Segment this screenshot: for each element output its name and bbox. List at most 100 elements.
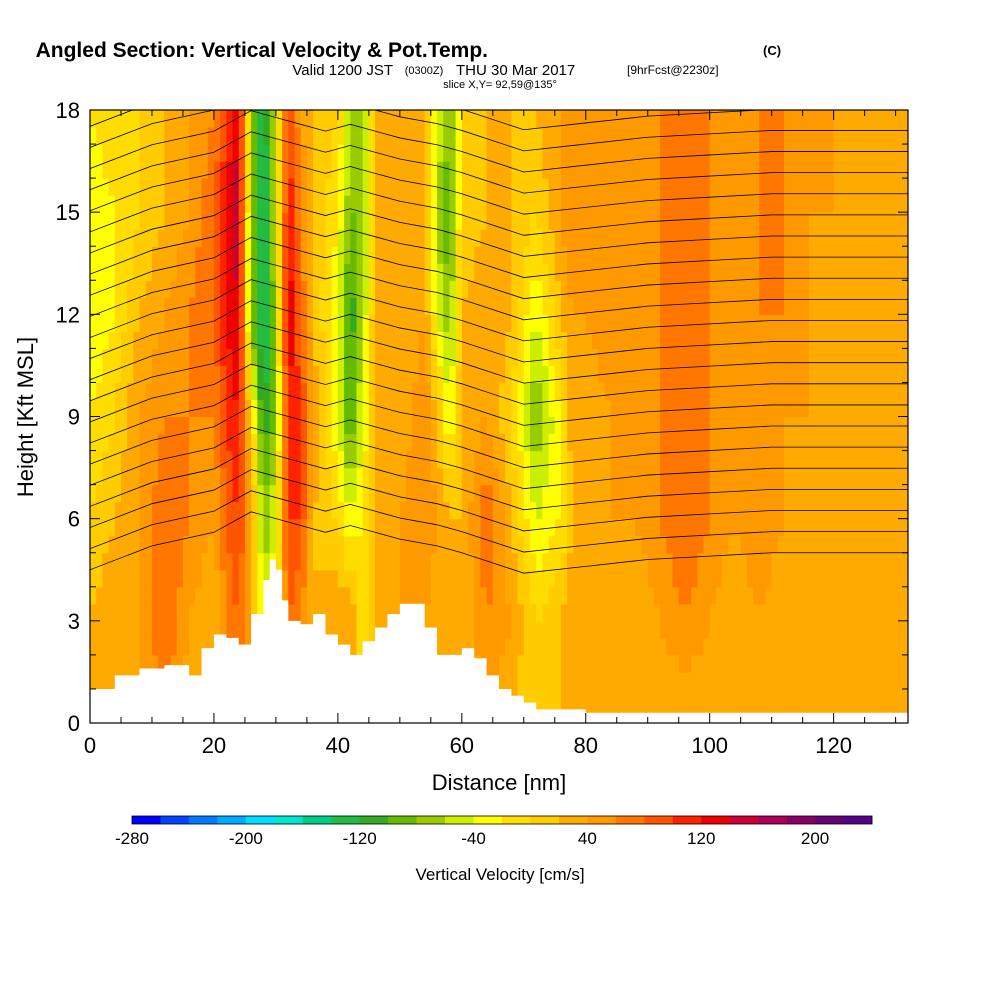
heatmap-cell: [145, 399, 153, 418]
heatmap-cell: [715, 484, 723, 503]
heatmap-cell: [170, 263, 178, 281]
heatmap-cell: [560, 654, 568, 673]
heatmap-cell: [660, 603, 667, 622]
heatmap-cell: [684, 195, 692, 213]
heatmap-cell: [697, 501, 705, 520]
heatmap-cell: [666, 331, 674, 349]
heatmap-cell: [573, 314, 581, 332]
heatmap-cell: [139, 161, 147, 179]
heatmap-cell: [666, 586, 674, 605]
heatmap-cell: [598, 484, 605, 503]
heatmap-cell: [864, 637, 872, 656]
heatmap-cell: [610, 535, 618, 554]
heatmap-cell: [858, 586, 866, 605]
heatmap-cell: [337, 229, 345, 247]
heatmap-cell: [684, 263, 692, 281]
heatmap-cell: [629, 161, 636, 179]
heatmap-cell: [344, 127, 351, 145]
x-axis-label: Distance [nm]: [432, 770, 567, 795]
heatmap-cell: [895, 144, 903, 162]
heatmap-cell: [492, 586, 500, 605]
heatmap-cell: [313, 569, 320, 588]
heatmap-cell: [542, 433, 550, 452]
heatmap-cell: [734, 620, 742, 639]
heatmap-cell: [294, 569, 302, 588]
heatmap-cell: [808, 518, 816, 537]
heatmap-cell: [715, 654, 723, 673]
heatmap-cell: [877, 365, 884, 384]
heatmap-cell: [790, 144, 798, 162]
heatmap-cell: [573, 433, 581, 452]
heatmap-cell: [653, 297, 661, 315]
heatmap-cell: [765, 127, 773, 145]
heatmap-cell: [771, 535, 779, 554]
heatmap-cell: [753, 671, 760, 690]
heatmap-cell: [170, 484, 178, 503]
heatmap-cell: [877, 518, 884, 537]
heatmap-cell: [777, 518, 785, 537]
heatmap-cell: [827, 620, 835, 639]
heatmap-cell: [653, 348, 661, 367]
heatmap-cell: [499, 671, 506, 690]
heatmap-cell: [523, 178, 531, 196]
heatmap-cell: [375, 195, 382, 213]
heatmap-cell: [151, 348, 159, 367]
heatmap-cell: [616, 144, 624, 162]
heatmap-cell: [96, 212, 103, 230]
heatmap-cell: [468, 348, 475, 367]
heatmap-cell: [901, 416, 908, 435]
heatmap-cell: [430, 535, 438, 554]
heatmap-cell: [430, 280, 438, 298]
heatmap-cell: [195, 535, 203, 554]
heatmap-cell: [598, 178, 605, 196]
heatmap-cell: [468, 212, 475, 230]
heatmap-cell: [319, 365, 327, 384]
heatmap-cell: [703, 246, 711, 264]
heatmap-cell: [449, 603, 457, 622]
heatmap-cell: [635, 688, 643, 707]
heatmap-cell: [660, 688, 667, 707]
heatmap-cell: [511, 569, 519, 588]
heatmap-cell: [375, 416, 382, 435]
heatmap-cell: [536, 484, 543, 503]
heatmap-cell: [269, 467, 277, 486]
heatmap-cell: [759, 637, 767, 656]
heatmap-cell: [170, 654, 178, 673]
heatmap-cell: [505, 484, 512, 503]
heatmap-cell: [740, 297, 748, 315]
heatmap-cell: [108, 450, 116, 469]
heatmap-cell: [108, 331, 116, 349]
heatmap-cell: [90, 161, 97, 179]
heatmap-cell: [449, 450, 457, 469]
heatmap-cell: [244, 433, 252, 452]
heatmap-cell: [591, 144, 599, 162]
heatmap-cell: [158, 263, 165, 281]
heatmap-cell: [90, 178, 97, 196]
heatmap-cell: [232, 144, 240, 162]
heatmap-cell: [350, 246, 358, 264]
heatmap-cell: [151, 450, 159, 469]
heatmap-cell: [610, 144, 618, 162]
heatmap-cell: [424, 331, 432, 349]
heatmap-cell: [424, 450, 432, 469]
heatmap-cell: [635, 195, 643, 213]
heatmap-cell: [182, 603, 190, 622]
heatmap-cell: [734, 348, 742, 367]
heatmap-cell: [846, 297, 853, 315]
heatmap-cell: [877, 331, 884, 349]
heatmap-cell: [499, 654, 506, 673]
heatmap-cell: [164, 637, 172, 656]
heatmap-cell: [548, 688, 556, 707]
heatmap-cell: [585, 637, 593, 656]
heatmap-cell: [715, 552, 723, 571]
heatmap-cell: [808, 161, 816, 179]
heatmap-cell: [629, 688, 636, 707]
heatmap-cell: [771, 331, 779, 349]
heatmap-cell: [901, 450, 908, 469]
heatmap-cell: [170, 127, 178, 145]
heatmap-cell: [96, 144, 103, 162]
heatmap-cell: [759, 195, 767, 213]
heatmap-cell: [728, 195, 736, 213]
heatmap-cell: [722, 229, 729, 247]
heatmap-cell: [207, 127, 215, 145]
